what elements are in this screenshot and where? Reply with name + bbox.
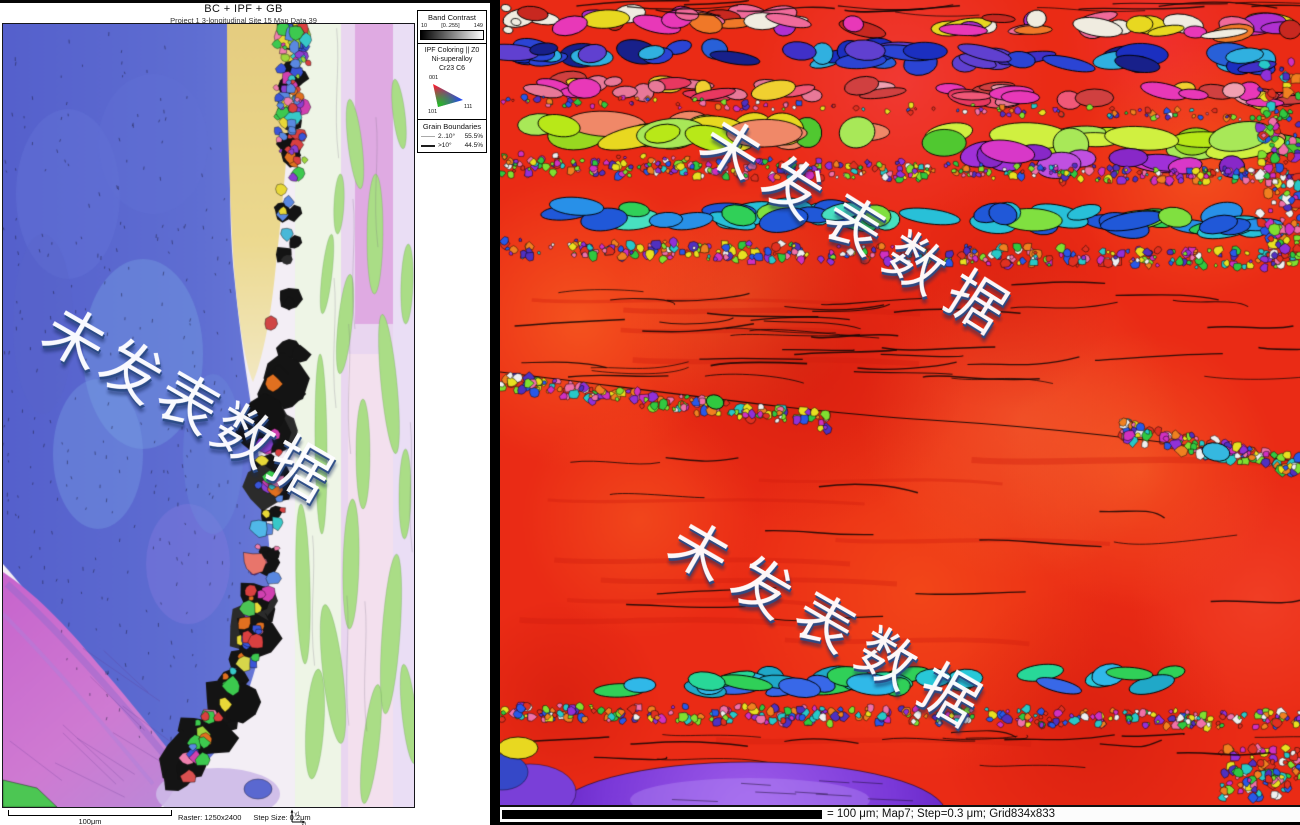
right-map-canvas: [500, 0, 1300, 805]
boundary-line-swatch-thick: [421, 144, 435, 147]
raster-label: Raster: 1250x2400: [178, 813, 242, 822]
step-size-label: Step Size: 0.2μm: [253, 813, 311, 822]
left-map-panel: BC + IPF + GB Project 1 3-longitudinal S…: [0, 0, 490, 825]
ipf-title: IPF Coloring || Z0: [424, 47, 480, 54]
boundary-line-swatch-thin: [421, 136, 435, 138]
left-map-header: BC + IPF + GB Project 1 3-longitudinal S…: [0, 3, 487, 25]
right-ebsd-map-viewport[interactable]: 未发表数据 未发表数据: [500, 0, 1300, 805]
grain-boundaries-title: Grain Boundaries: [422, 122, 482, 132]
legend-grain-boundaries: Grain Boundaries 2..10° 55.5% >10° 44.5%: [418, 119, 486, 152]
left-map-footer: 100μm Raster: 1250x2400 Step Size: 0.2μm…: [0, 808, 487, 825]
gb-row-label: 2..10°: [438, 133, 456, 141]
gb-row-label: >10°: [438, 142, 452, 150]
ipf-triangle: [433, 84, 463, 108]
gb-row-value: 55.5%: [464, 133, 483, 141]
right-scale-text: = 100 μm; Map7; Step=0.3 μm; Grid834x833: [827, 808, 1056, 820]
left-map-canvas: [3, 24, 414, 807]
scale-bar-label: 100μm: [78, 817, 102, 825]
right-map-panel: 未发表数据 未发表数据 = 100 μm; Map7; Step=0.3 μm;…: [500, 0, 1300, 825]
band-contrast-min: 10: [421, 23, 428, 29]
grain-boundary-row: 2..10° 55.5%: [420, 131, 484, 140]
gb-row-value: 44.5%: [464, 142, 483, 150]
band-contrast-range: [0..255]: [441, 23, 460, 29]
ipf-material: Ni-superalloy: [431, 56, 473, 64]
band-contrast-max: 149: [473, 23, 483, 29]
right-scale-bar: [502, 810, 822, 819]
ipf-corner-001-label: 001: [429, 75, 439, 82]
axis-x-label: x1: [302, 823, 308, 825]
right-scale-strip: = 100 μm; Map7; Step=0.3 μm; Grid834x833: [500, 805, 1300, 822]
map-subtitle: Project 1 3-longitudinal Site 15 Map Dat…: [170, 16, 317, 25]
legend-band-contrast: Band Contrast 10 [0..255] 149: [418, 11, 486, 43]
ipf-color-key: 001 101 111: [420, 75, 484, 116]
band-contrast-title: Band Contrast: [428, 13, 476, 22]
grain-boundary-row: >10° 44.5%: [420, 140, 484, 149]
band-contrast-gradient-bar: [420, 30, 484, 40]
scale-bar: 100μm: [8, 810, 172, 825]
left-top-border: [0, 0, 490, 3]
ipf-corner-111-label: 111: [464, 104, 473, 111]
left-ebsd-map-viewport[interactable]: 未发表数据: [2, 23, 415, 808]
ipf-phase: Cr23 C6: [438, 65, 466, 73]
raster-info: Raster: 1250x2400 Step Size: 0.2μm: [178, 813, 311, 822]
map-title: BC + IPF + GB: [204, 3, 283, 15]
ipf-corner-101-label: 101: [428, 109, 438, 116]
band-contrast-values: 10 [0..255] 149: [420, 23, 484, 29]
axis-indicator: y1 x1: [290, 809, 308, 825]
scale-bar-line: [8, 810, 172, 816]
legend-panel: Band Contrast 10 [0..255] 149 IPF Colori…: [417, 10, 487, 154]
legend-ipf-coloring: IPF Coloring || Z0 Ni-superalloy Cr23 C6…: [418, 43, 486, 119]
axis-y-label: y1: [295, 812, 301, 818]
